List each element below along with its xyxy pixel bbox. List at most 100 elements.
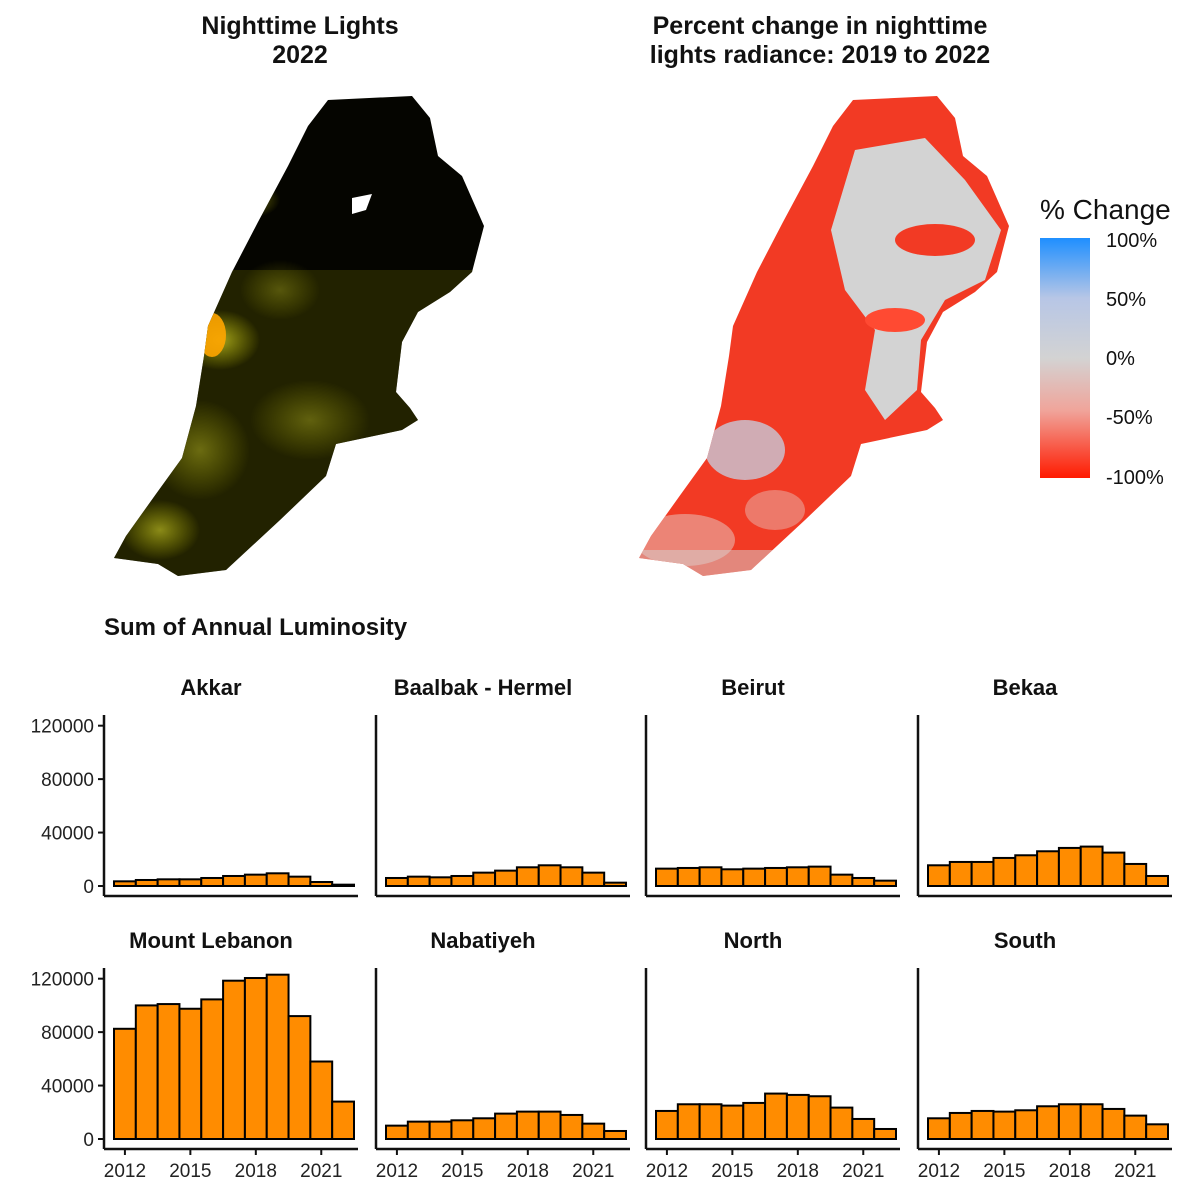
bar-akkar-2020 (287, 875, 312, 887)
bar-baalbak-hermel-2018 (515, 866, 540, 887)
bar-nabatiyeh-2021 (581, 1122, 606, 1140)
bar-nabatiyeh-2014 (428, 1120, 453, 1140)
bar-bekaa-2012 (927, 864, 951, 887)
bar-nabatiyeh-2022 (603, 1129, 628, 1140)
x-tick-label-mount-lebanon-2012: 2012 (104, 1161, 146, 1182)
bar-bekaa-2021 (1123, 862, 1148, 887)
legend-tick-0: 0% (1106, 348, 1135, 370)
bar-north-2018 (785, 1093, 810, 1140)
bar-north-2020 (829, 1106, 854, 1140)
bar-baalbak-hermel-2021 (581, 871, 606, 887)
panel-title-mount-lebanon: Mount Lebanon (129, 928, 293, 953)
bar-mount-lebanon-2018 (243, 977, 268, 1140)
x-tick-label-south-2018: 2018 (1049, 1161, 1091, 1182)
x-tick-label-nabatiyeh-2012: 2012 (376, 1161, 418, 1182)
x-tick-label-mount-lebanon-2018: 2018 (235, 1161, 277, 1182)
bar-north-2014 (698, 1103, 723, 1140)
bar-baalbak-hermel-2012 (385, 876, 409, 887)
bar-beirut-2022 (873, 879, 898, 887)
bar-baalbak-hermel-2020 (559, 866, 584, 887)
bar-beirut-2021 (851, 876, 876, 887)
bar-beirut-2012 (655, 867, 679, 887)
bar-north-2017 (764, 1092, 788, 1140)
y-tick-label-mount-lebanon-40000: 40000 (41, 1077, 94, 1098)
bar-mount-lebanon-2020 (287, 1015, 312, 1140)
bar-north-2012 (655, 1109, 679, 1140)
panel-title-north: North (724, 928, 783, 953)
bar-south-2020 (1101, 1107, 1126, 1140)
bar-bekaa-2013 (948, 860, 973, 887)
bar-baalbak-hermel-2019 (537, 864, 562, 887)
bar-south-2013 (948, 1111, 973, 1140)
bar-akkar-2013 (134, 878, 159, 887)
x-tick-label-north-2015: 2015 (711, 1161, 753, 1182)
x-tick-label-south-2012: 2012 (918, 1161, 960, 1182)
bar-beirut-2017 (764, 866, 788, 887)
bar-south-2016 (1014, 1109, 1039, 1140)
panel-title-nabatiyeh: Nabatiyeh (430, 928, 535, 953)
bar-south-2017 (1036, 1105, 1060, 1140)
bar-mount-lebanon-2021 (309, 1060, 334, 1140)
bar-bekaa-2019 (1079, 845, 1104, 887)
bar-mount-lebanon-2022 (331, 1100, 356, 1140)
y-tick-label-mount-lebanon-120000: 120000 (31, 970, 94, 991)
bar-baalbak-hermel-2016 (472, 871, 497, 887)
bar-bekaa-2018 (1057, 846, 1082, 887)
percent-change-map (639, 96, 1009, 576)
x-tick-label-north-2012: 2012 (646, 1161, 688, 1182)
bar-beirut-2018 (785, 866, 810, 887)
percent-change-title-line-2: lights radiance: 2019 to 2022 (649, 41, 991, 69)
x-tick-label-south-2015: 2015 (983, 1161, 1025, 1182)
x-tick-label-nabatiyeh-2015: 2015 (441, 1161, 483, 1182)
bar-mount-lebanon-2017 (222, 979, 246, 1140)
bar-south-2021 (1123, 1114, 1148, 1140)
y-tick-label-akkar-80000: 80000 (41, 770, 94, 791)
nighttime-lights-title: Nighttime Lights 2022 (150, 12, 450, 70)
bar-mount-lebanon-2015 (178, 1007, 203, 1140)
bar-south-2019 (1079, 1103, 1104, 1140)
x-tick-label-mount-lebanon-2021: 2021 (300, 1161, 342, 1182)
bar-akkar-2017 (222, 874, 246, 887)
legend-tick-minus-50: -50% (1106, 407, 1153, 429)
percent-change-title: Percent change in nighttime lights radia… (600, 12, 1040, 70)
bar-bekaa-2020 (1101, 851, 1126, 887)
bar-bekaa-2017 (1036, 850, 1060, 887)
bar-bekaa-2015 (992, 856, 1017, 887)
y-tick-label-akkar-40000: 40000 (41, 824, 94, 845)
x-tick-label-north-2021: 2021 (842, 1161, 884, 1182)
bar-akkar-2019 (265, 872, 290, 887)
bar-beirut-2020 (829, 873, 854, 887)
nighttime-lights-title-line-1: Nighttime Lights (201, 12, 399, 40)
nighttime-lights-title-line-2: 2022 (272, 41, 328, 69)
bar-beirut-2016 (742, 867, 767, 887)
bar-bekaa-2016 (1014, 854, 1039, 887)
bar-bekaa-2014 (970, 860, 995, 887)
panel-title-south: South (994, 928, 1056, 953)
bar-south-2022 (1145, 1123, 1169, 1140)
y-tick-label-mount-lebanon-80000: 80000 (41, 1023, 94, 1044)
panel-title-akkar: Akkar (180, 675, 242, 700)
bar-beirut-2019 (807, 865, 832, 887)
bar-akkar-2016 (200, 876, 225, 887)
bar-akkar-2018 (243, 873, 268, 887)
bar-akkar-2014 (156, 878, 181, 887)
bar-north-2021 (851, 1117, 876, 1140)
bar-nabatiyeh-2019 (537, 1110, 562, 1140)
bar-nabatiyeh-2017 (494, 1112, 518, 1140)
bar-bekaa-2022 (1145, 874, 1169, 887)
y-tick-label-akkar-120000: 120000 (31, 717, 94, 738)
bar-south-2018 (1057, 1103, 1082, 1140)
x-tick-label-nabatiyeh-2018: 2018 (507, 1161, 549, 1182)
x-tick-label-south-2021: 2021 (1114, 1161, 1156, 1182)
luminosity-section-title: Sum of Annual Luminosity (104, 614, 408, 641)
bar-nabatiyeh-2012 (385, 1124, 409, 1140)
legend-title: % Change (1040, 194, 1171, 225)
bar-baalbak-hermel-2017 (494, 869, 518, 887)
legend-tick-minus-100: -100% (1106, 467, 1164, 489)
bar-baalbak-hermel-2013 (406, 875, 431, 887)
bar-mount-lebanon-2012 (113, 1027, 137, 1140)
bar-baalbak-hermel-2015 (450, 874, 475, 887)
panel-title-bekaa: Bekaa (993, 675, 1059, 700)
legend-tick-100: 100% (1106, 230, 1158, 252)
